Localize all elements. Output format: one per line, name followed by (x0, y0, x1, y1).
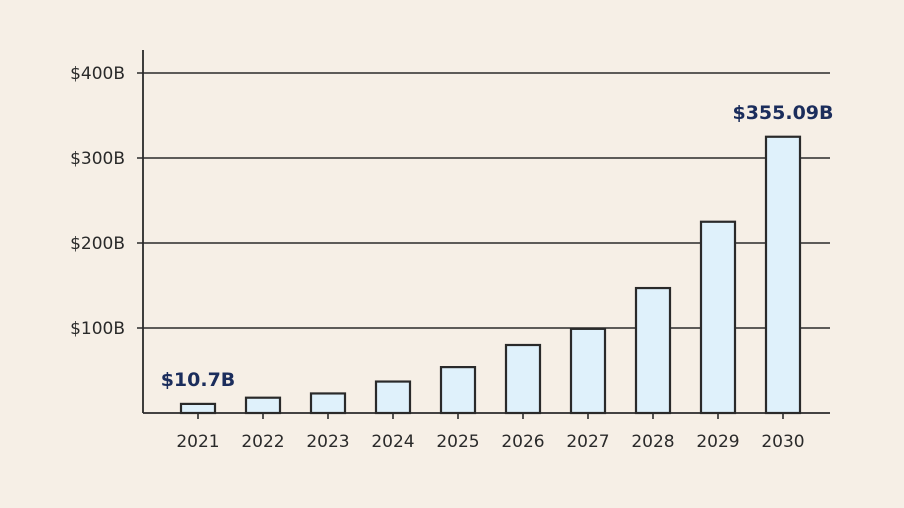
x-tick-label: 2023 (306, 432, 349, 452)
y-tick-label: $200B (70, 234, 125, 254)
x-tick-label: 2030 (761, 432, 804, 452)
y-tick-label: $300B (70, 149, 125, 169)
x-tick-label: 2028 (631, 432, 674, 452)
x-tick-label: 2029 (696, 432, 739, 452)
bar-2025 (439, 366, 477, 415)
x-tick-label: 2024 (371, 432, 414, 452)
y-tick-label: $400B (70, 64, 125, 84)
bar-2021 (179, 402, 217, 415)
bar-2027 (569, 327, 607, 415)
x-tick-label: 2025 (436, 432, 479, 452)
data-label-2030: $355.09B (732, 102, 833, 124)
x-tick-label: 2027 (566, 432, 609, 452)
x-tick-label: 2026 (501, 432, 544, 452)
axis-layer (142, 50, 830, 419)
y-tick-label: $100B (70, 319, 125, 339)
data-label-2021: $10.7B (161, 369, 236, 391)
bar-2030 (764, 135, 802, 415)
x-tick-label: 2022 (241, 432, 284, 452)
label-layer: $100B $200B $300B $400B 2021 2022 2023 2024 2025… (70, 64, 833, 452)
bar-2028 (634, 286, 672, 415)
bar-2024 (374, 380, 412, 415)
x-tick-label: 2021 (176, 432, 219, 452)
bar-2023 (309, 392, 347, 415)
bar-layer (179, 135, 802, 415)
bar-2026 (504, 343, 542, 415)
bar-2022 (244, 396, 282, 415)
bar-2029 (699, 220, 737, 415)
